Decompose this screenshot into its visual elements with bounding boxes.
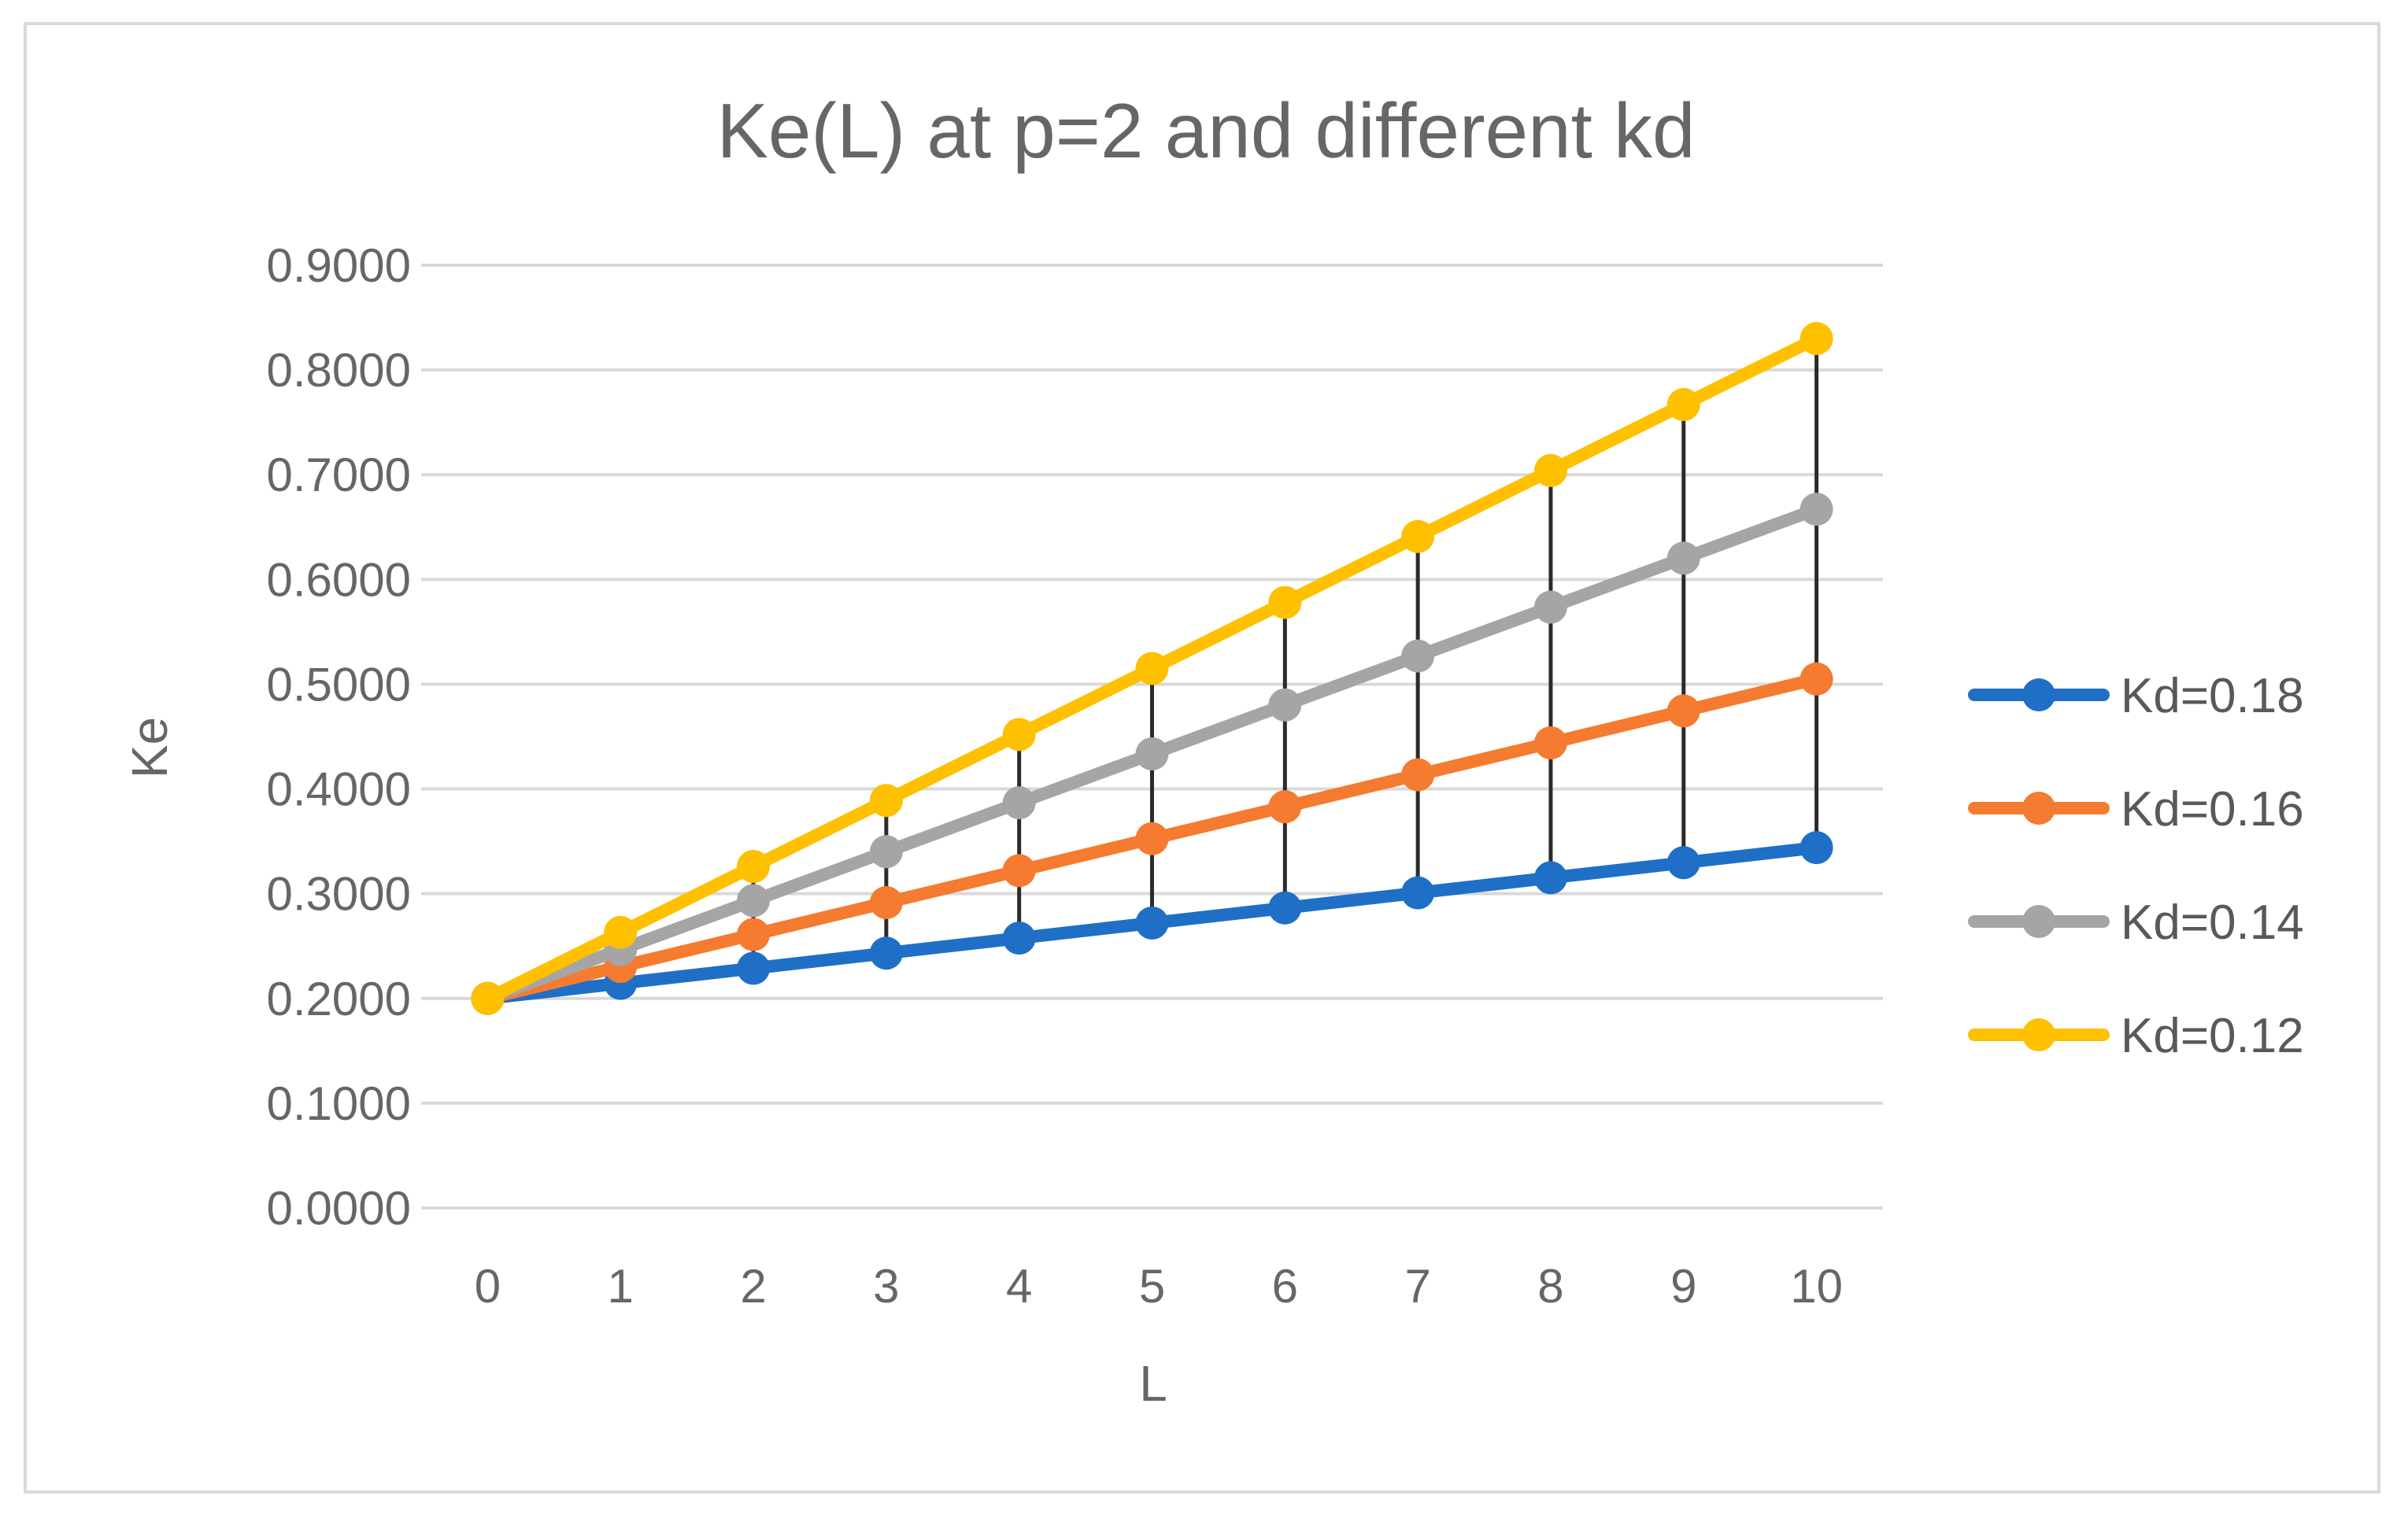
y-tick-label: 0.0000 (266, 1182, 411, 1235)
x-tick-label: 1 (608, 1260, 634, 1313)
legend-label: Kd=0.16 (2121, 782, 2304, 837)
data-point (1135, 652, 1169, 685)
data-point (737, 850, 771, 884)
data-point (1666, 541, 1700, 575)
data-point (1533, 453, 1567, 487)
data-point (869, 835, 903, 869)
data-point (604, 915, 638, 949)
data-point (1533, 861, 1567, 895)
y-tick-label: 0.3000 (266, 868, 411, 921)
data-point (1401, 639, 1435, 673)
data-point (1401, 758, 1435, 792)
legend-label: Kd=0.12 (2121, 1009, 2304, 1063)
legend-item: Kd=0.14 (1968, 896, 2304, 950)
data-point (737, 951, 771, 985)
gridlines (421, 264, 1883, 1210)
legend-swatch-marker (2022, 678, 2055, 711)
series-Kd=0.16 (471, 662, 1833, 1015)
data-point (471, 981, 505, 1015)
y-tick-label: 0.1000 (266, 1077, 411, 1130)
data-point (1533, 590, 1567, 624)
data-point (1135, 906, 1169, 940)
x-tick-label: 3 (873, 1260, 899, 1313)
x-tick-label: 0 (475, 1260, 501, 1313)
legend-item: Kd=0.12 (1968, 1009, 2304, 1063)
series-layer (471, 322, 1833, 1015)
legend-label: Kd=0.14 (2121, 896, 2304, 950)
data-point (1800, 493, 1833, 526)
data-point (1135, 737, 1169, 770)
data-point (1666, 846, 1700, 880)
legend: Kd=0.18 Kd=0.16 Kd=0.14 Kd=0.12 (1968, 669, 2304, 1063)
y-tick-label: 0.4000 (266, 763, 411, 816)
chart-frame (24, 22, 2380, 1494)
x-tick-label: 10 (1790, 1260, 1843, 1313)
legend-label: Kd=0.18 (2121, 669, 2304, 723)
legend-item: Kd=0.18 (1968, 669, 2304, 723)
data-point (869, 784, 903, 818)
data-point (737, 918, 771, 951)
data-point (1268, 891, 1302, 925)
data-point (1800, 831, 1833, 865)
data-point (869, 936, 903, 970)
x-axis-ticks: 0 1 2 3 4 5 6 7 8 9 10 (475, 1260, 1843, 1313)
x-tick-label: 5 (1139, 1260, 1165, 1313)
data-point (1002, 786, 1036, 820)
x-tick-label: 6 (1272, 1260, 1298, 1313)
data-point (1401, 519, 1435, 553)
x-tick-label: 2 (740, 1260, 766, 1313)
x-tick-label: 8 (1537, 1260, 1563, 1313)
y-axis-ticks: 0.0000 0.1000 0.2000 0.3000 0.4000 0.5000 0.60… (266, 239, 411, 1235)
x-axis-label: L (1139, 1355, 1167, 1412)
y-tick-label: 0.2000 (266, 973, 411, 1025)
y-axis-label: Ke (121, 717, 178, 778)
data-point (869, 885, 903, 919)
legend-swatch-marker (2022, 905, 2055, 938)
x-tick-label: 9 (1670, 1260, 1696, 1313)
data-point (1135, 822, 1169, 855)
x-tick-label: 4 (1006, 1260, 1032, 1313)
chart-title: Ke(L) at p=2 and different kd (716, 87, 1695, 174)
data-point (1800, 322, 1833, 356)
data-point (1666, 388, 1700, 422)
high-low-lines (618, 338, 1819, 984)
data-point (1800, 662, 1833, 696)
y-tick-label: 0.8000 (266, 344, 411, 397)
data-point (1002, 718, 1036, 752)
data-point (1268, 585, 1302, 619)
y-tick-label: 0.7000 (266, 449, 411, 501)
y-tick-label: 0.9000 (266, 239, 411, 292)
data-point (737, 884, 771, 918)
data-point (1268, 790, 1302, 824)
data-point (1666, 694, 1700, 728)
legend-swatch-marker (2022, 792, 2055, 825)
y-tick-label: 0.5000 (266, 658, 411, 711)
series-Kd=0.12 (471, 322, 1833, 1015)
legend-swatch-marker (2022, 1018, 2055, 1051)
legend-item: Kd=0.16 (1968, 782, 2304, 837)
data-point (1002, 854, 1036, 888)
y-tick-label: 0.6000 (266, 553, 411, 606)
data-point (1401, 876, 1435, 910)
x-tick-label: 7 (1404, 1260, 1430, 1313)
data-point (1533, 726, 1567, 759)
data-point (1268, 688, 1302, 722)
data-point (1002, 922, 1036, 955)
